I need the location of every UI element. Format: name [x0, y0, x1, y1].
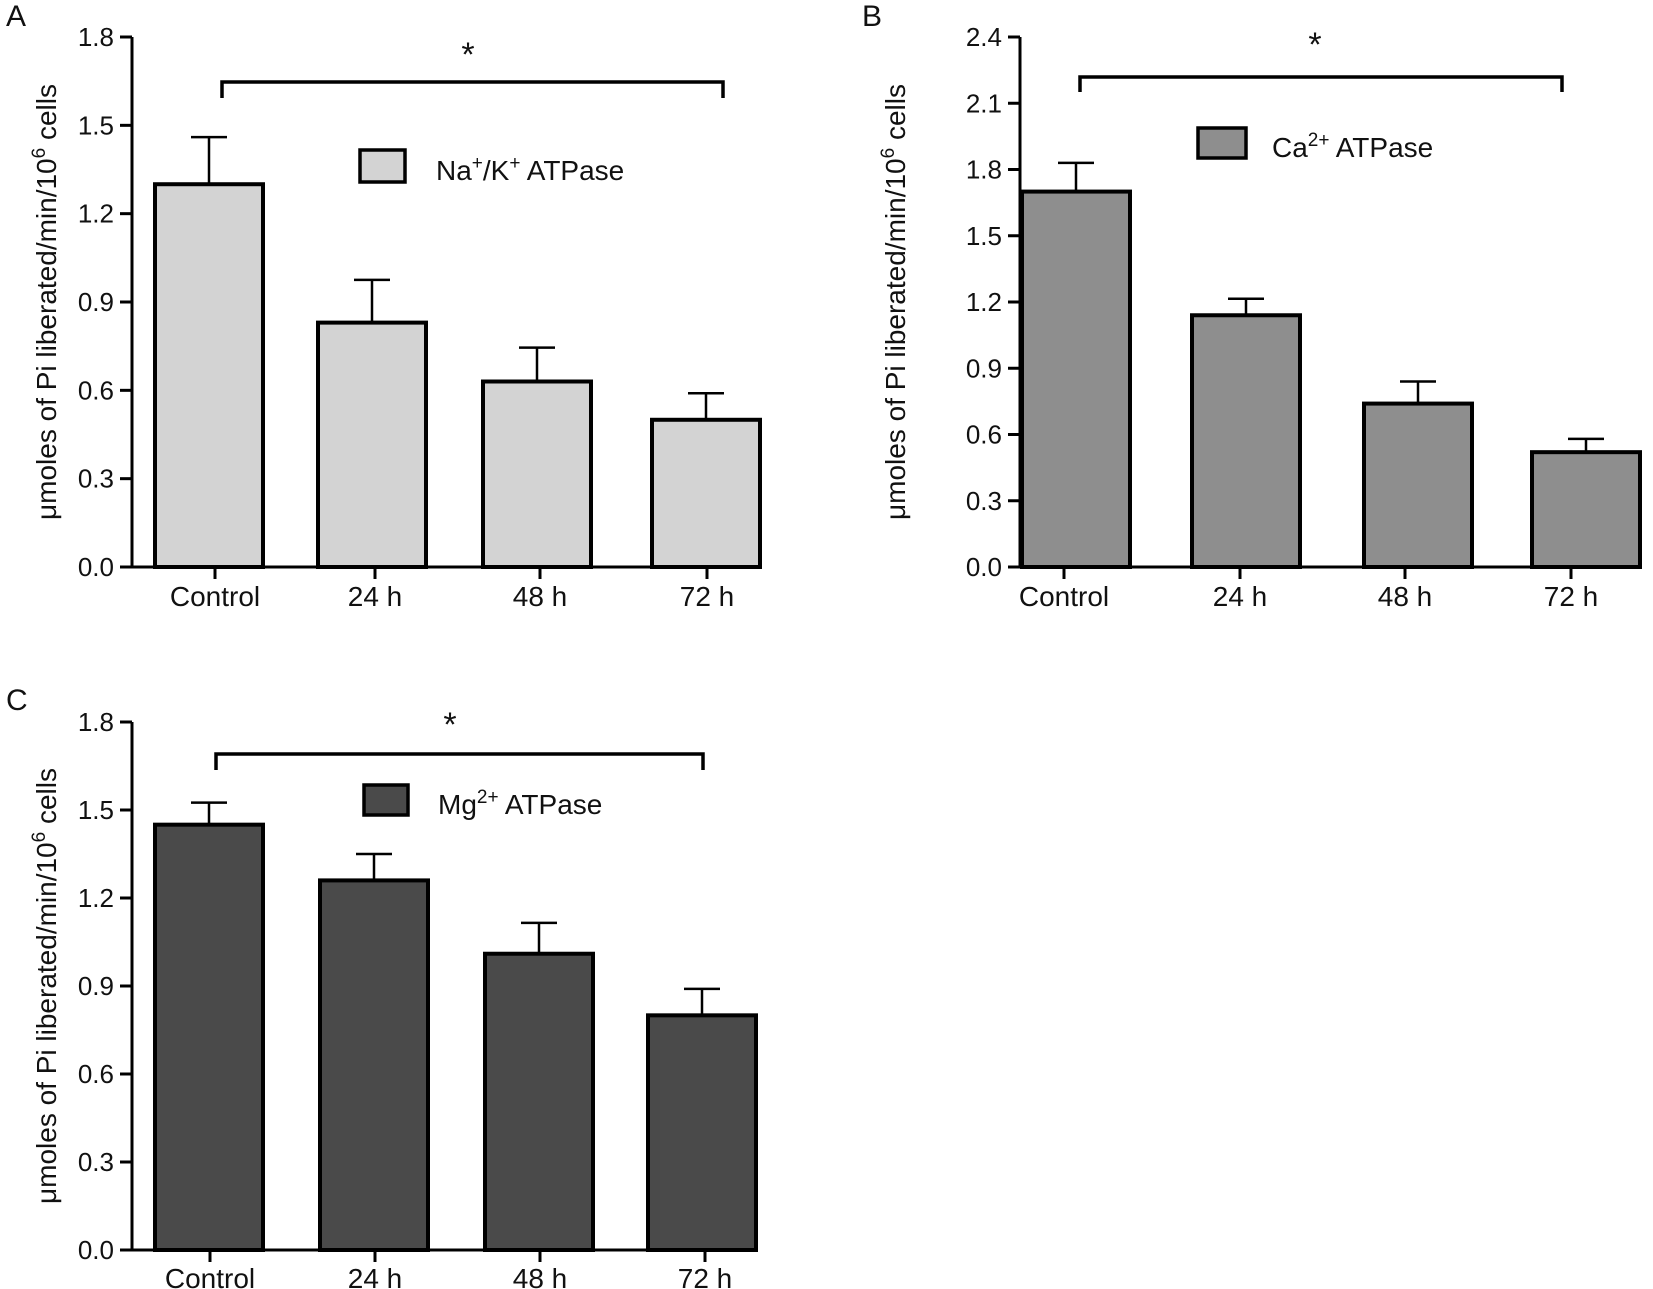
chart-panel-a: A 0.0 0.3 0.6 0.9 1.2 1.5 1.8 μmoles of Pi liber…	[6, 0, 762, 612]
significance-bracket	[214, 752, 705, 770]
bar-72-h	[1530, 450, 1642, 569]
y-tick-label: 1.8	[78, 707, 114, 737]
bar-control	[1020, 189, 1132, 569]
legend-label-part: ATPase	[499, 789, 603, 820]
x-tick-label: 24 h	[348, 1263, 403, 1289]
y-tick-label: 0.3	[966, 486, 1002, 516]
y-tick-label: 0.9	[966, 353, 1002, 383]
legend-swatch	[358, 148, 407, 184]
y-axis-title-sup: 6	[29, 148, 50, 159]
y-axis-title-sup: 6	[878, 148, 899, 159]
y-axis-title: μmoles of Pi liberated/min/106 cells	[29, 768, 62, 1204]
panel-letter: C	[6, 684, 28, 717]
y-tick-label: 0.3	[78, 1147, 114, 1177]
significance-bracket	[220, 80, 725, 98]
bar-control	[153, 822, 265, 1253]
y-tick-label: 1.5	[78, 110, 114, 140]
panel-letter: B	[862, 0, 882, 33]
legend-label-sup: +	[472, 153, 483, 174]
y-tick-label: 1.2	[78, 883, 114, 913]
y-tick-label: 1.5	[966, 221, 1002, 251]
bar-24-h	[316, 320, 428, 569]
bar-48-h	[1362, 401, 1474, 570]
legend-label-part: ATPase	[520, 155, 624, 186]
y-tick-label: 1.8	[78, 22, 114, 52]
legend-label-part: Mg	[438, 789, 477, 820]
y-axis-title-main: μmoles of Pi liberated/min/10	[880, 158, 911, 520]
y-tick-label: 1.5	[78, 795, 114, 825]
x-tick-label: Control	[165, 1263, 255, 1289]
legend-label-sup: 2+	[477, 787, 499, 808]
bar-24-h	[1190, 313, 1302, 569]
significance-bracket	[1078, 75, 1564, 92]
chart-panel-b: B 0.0 0.3 0.6 0.9 1.2 1.5 1.8 2.1 2.4 μmoles of Pi…	[862, 0, 1642, 612]
y-axis-title-tail: cells	[31, 768, 62, 832]
y-tick-label: 2.4	[966, 22, 1002, 52]
significance-star: *	[1308, 26, 1321, 64]
y-axis-title-main: μmoles of Pi liberated/min/10	[31, 842, 62, 1204]
x-tick-label: 48 h	[1378, 581, 1433, 612]
bar-24-h	[318, 878, 430, 1253]
x-tick-label: 24 h	[348, 581, 403, 612]
legend-label-part: Ca	[1272, 132, 1308, 163]
y-tick-label: 0.6	[78, 375, 114, 405]
significance-star: *	[461, 36, 474, 74]
bar-control	[153, 182, 265, 569]
y-tick-label: 0.9	[78, 287, 114, 317]
legend-swatch	[1196, 126, 1248, 160]
x-tick-label: Control	[1019, 581, 1109, 612]
y-tick-label: 0.9	[78, 971, 114, 1001]
y-tick-label: 0.0	[966, 552, 1002, 582]
x-tick-label: 24 h	[1213, 581, 1268, 612]
y-axis-title-main: μmoles of Pi liberated/min/10	[31, 158, 62, 520]
legend-label-sup: 2+	[1308, 130, 1330, 151]
significance-star: *	[443, 706, 456, 744]
x-tick-label: 48 h	[513, 1263, 568, 1289]
y-axis-title-tail: cells	[880, 84, 911, 148]
y-axis-title: μmoles of Pi liberated/min/106 cells	[878, 84, 911, 520]
x-tick-label: Control	[170, 581, 260, 612]
x-tick-label: 72 h	[1544, 581, 1599, 612]
y-tick-label: 0.6	[966, 420, 1002, 450]
y-tick-label: 0.3	[78, 464, 114, 494]
y-tick-label: 0.0	[78, 552, 114, 582]
panel-letter: A	[6, 0, 26, 33]
y-tick-label: 1.2	[966, 287, 1002, 317]
bar-48-h	[483, 951, 595, 1252]
legend-label: Mg2+ ATPase	[438, 787, 602, 820]
y-axis-title: μmoles of Pi liberated/min/106 cells	[29, 84, 62, 520]
y-tick-label: 0.0	[78, 1235, 114, 1265]
y-tick-label: 1.8	[966, 155, 1002, 185]
bar-72-h	[646, 1013, 758, 1252]
x-tick-label: 72 h	[678, 1263, 733, 1289]
legend-label: Ca2+ ATPase	[1272, 130, 1433, 163]
y-tick-label: 0.6	[78, 1059, 114, 1089]
y-axis-title-sup: 6	[29, 832, 50, 843]
y-tick-label: 2.1	[966, 88, 1002, 118]
legend-label-part: Na	[436, 155, 472, 186]
bar-48-h	[481, 379, 593, 569]
legend-label-part: ATPase	[1329, 132, 1433, 163]
legend-label-part: /K	[483, 155, 510, 186]
legend-swatch	[362, 783, 410, 817]
x-tick-label: 48 h	[513, 581, 568, 612]
legend-label: Na+/K+ ATPase	[436, 153, 624, 186]
legend-label-sup: +	[509, 153, 520, 174]
x-tick-label: 72 h	[680, 581, 735, 612]
y-tick-label: 1.2	[78, 199, 114, 229]
chart-panel-c: C 0.0 0.3 0.6 0.9 1.2 1.5 1.8 μmoles of Pi liber…	[6, 684, 758, 1289]
bar-72-h	[650, 417, 762, 569]
y-axis-title-tail: cells	[31, 84, 62, 148]
